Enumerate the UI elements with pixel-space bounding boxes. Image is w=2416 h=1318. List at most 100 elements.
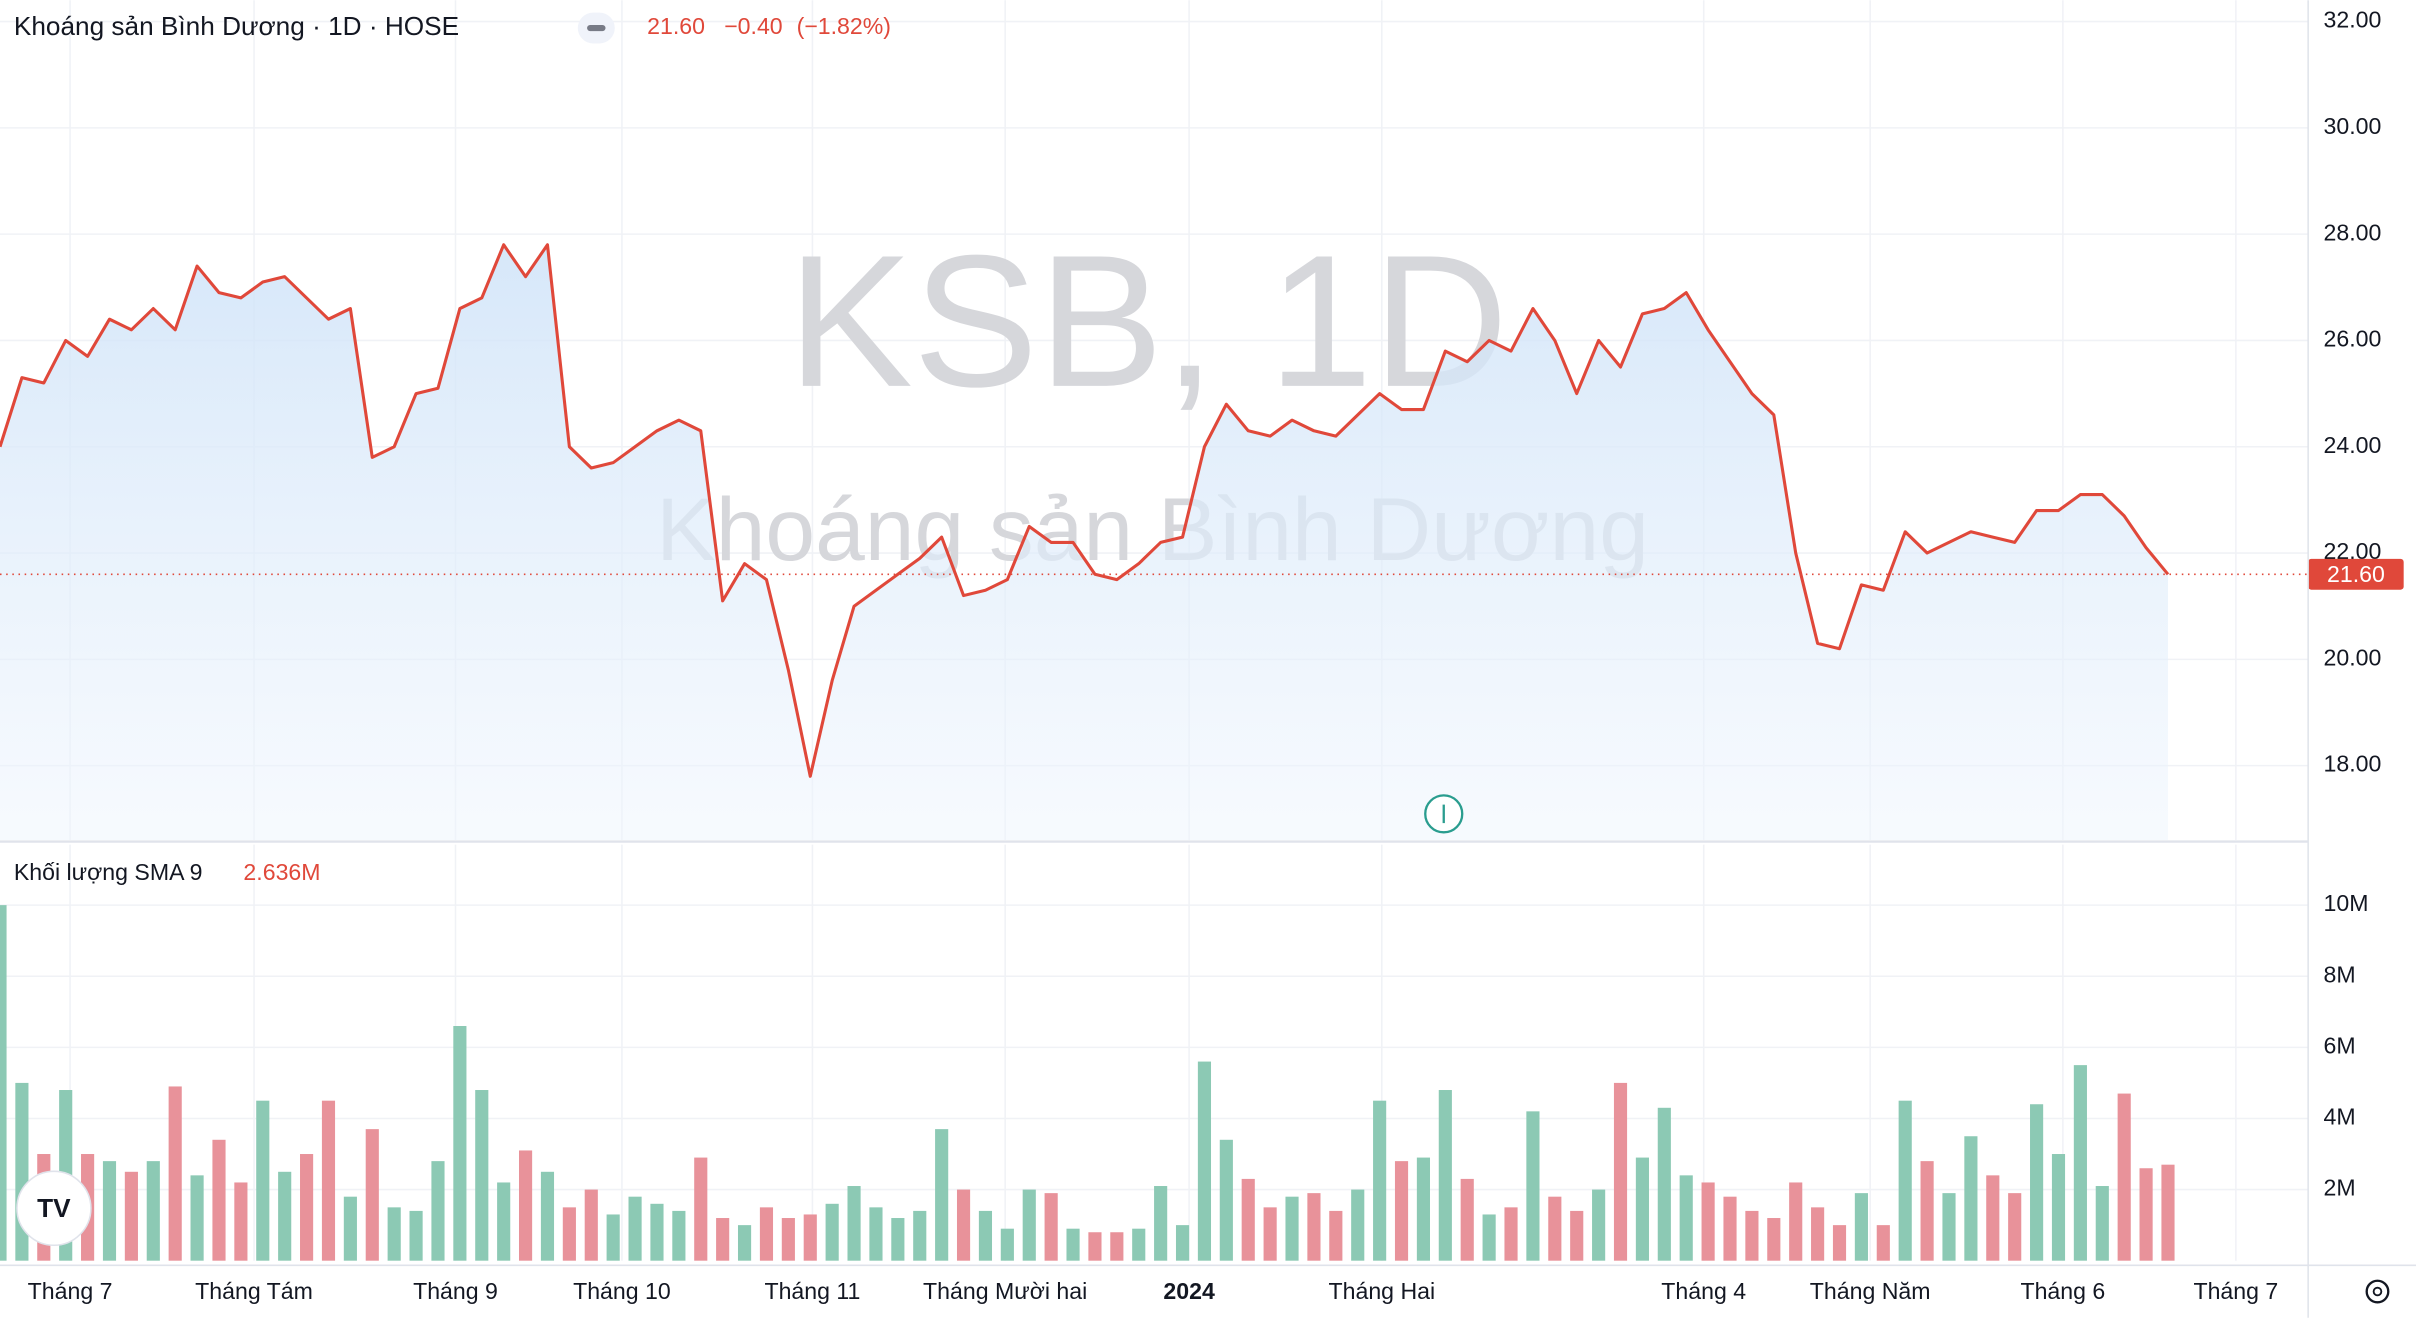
volume-bar (1241, 1178, 1255, 1261)
volume-bar (1613, 1082, 1628, 1261)
volume-bar (1526, 1111, 1540, 1261)
volume-bar (1110, 1232, 1124, 1261)
y-tick-label: 20.00 (2324, 644, 2382, 670)
volume-bar (1745, 1210, 1759, 1261)
volume-bar (1767, 1218, 1781, 1261)
volume-bar (1154, 1186, 1168, 1261)
volume-bar (1832, 1225, 1847, 1261)
last-price-label: 21.60 (2327, 561, 2385, 587)
volume-bar (1066, 1228, 1080, 1261)
y-tick-label: 4M (2324, 1104, 2356, 1130)
volume-bar (453, 1026, 467, 1261)
y-tick-label: 32.00 (2324, 7, 2382, 33)
volume-bar (256, 1100, 270, 1261)
x-tick-label: Tháng 4 (1661, 1278, 1746, 1304)
header-title: Khoáng sản Bình Dương · 1D · HOSE (14, 11, 459, 41)
volume-bar (978, 1210, 993, 1261)
volume-sma: 2.636M (243, 859, 320, 885)
volume-bar (913, 1210, 927, 1261)
volume-bar (759, 1207, 774, 1261)
y-tick-label: 2M (2324, 1175, 2356, 1201)
volume-bar (606, 1214, 620, 1261)
volume-bar (409, 1210, 423, 1261)
volume-bar (1329, 1210, 1343, 1261)
volume-bar (321, 1100, 336, 1261)
volume-bar (956, 1189, 971, 1261)
volume-bar (1351, 1189, 1365, 1261)
volume-bar (1876, 1225, 1890, 1261)
volume-bar (1548, 1196, 1562, 1261)
volume-bar (869, 1207, 883, 1261)
volume-bar (1964, 1136, 1978, 1261)
volume-bar (234, 1182, 248, 1261)
volume-bar (168, 1086, 182, 1261)
x-tick-label: Tháng Hai (1329, 1278, 1436, 1304)
volume-bar (1460, 1178, 1474, 1261)
x-tick-label: Tháng Năm (1810, 1278, 1931, 1304)
volume-bar (1394, 1161, 1409, 1261)
y-tick-label: 6M (2324, 1032, 2356, 1058)
x-tick-label: 2024 (1163, 1278, 1215, 1304)
settings-icon[interactable] (2365, 1279, 2390, 1304)
volume-bar (0, 905, 7, 1261)
volume-bar (716, 1218, 730, 1261)
volume-bar (694, 1157, 708, 1261)
plot: 21.60 (0, 243, 2404, 1261)
volume-bar (1000, 1228, 1014, 1261)
volume-bar (387, 1207, 401, 1261)
y-tick-label: 30.00 (2324, 113, 2382, 139)
y-tick-label: 8M (2324, 961, 2356, 987)
volume-bar (1504, 1207, 1518, 1261)
volume-bar (497, 1182, 511, 1261)
volume-bar (343, 1196, 357, 1261)
volume-bar (737, 1225, 752, 1261)
volume-bar (1438, 1090, 1452, 1261)
volume-bar (2117, 1093, 2131, 1261)
x-tick-label: Tháng 11 (764, 1278, 860, 1304)
volume-bar (562, 1207, 576, 1261)
volume-bar (1898, 1100, 1912, 1261)
x-tick-label: Tháng 10 (573, 1278, 671, 1304)
logo-mark: TV (37, 1193, 71, 1223)
volume-bar (781, 1218, 795, 1261)
volume-bar (1263, 1207, 1277, 1261)
volume-bar (1723, 1196, 1737, 1261)
volume-bar (1635, 1157, 1649, 1261)
y-tick-label: 10M (2324, 890, 2369, 916)
volume-bar (1920, 1161, 1934, 1261)
volume-bar (2073, 1065, 2087, 1261)
price-line (0, 243, 2170, 778)
volume-bar (1657, 1107, 1671, 1261)
header-change-pct: (−1.82%) (797, 13, 891, 39)
volume-bar (190, 1175, 204, 1261)
volume-bar (146, 1161, 160, 1261)
volume-bar (540, 1171, 555, 1261)
volume-bar (124, 1171, 138, 1261)
volume-bar (672, 1210, 686, 1261)
volume-bar (1307, 1193, 1321, 1261)
volume-bar (803, 1214, 817, 1261)
volume-bar (1854, 1193, 1868, 1261)
x-tick-label: Tháng 9 (413, 1278, 498, 1304)
logo[interactable] (16, 1170, 92, 1247)
volume-bar (2161, 1164, 2175, 1261)
collapse-icon (587, 24, 606, 32)
y-tick-label: 18.00 (2324, 751, 2382, 777)
y-tick-label: 28.00 (2324, 219, 2382, 245)
volume-bar (1701, 1182, 1715, 1261)
last-price-tag (2308, 558, 2404, 590)
volume-bar (2095, 1186, 2109, 1261)
volume-bar (431, 1161, 445, 1261)
volume-bar (1592, 1189, 1606, 1261)
volume-bar (891, 1218, 905, 1261)
volume-bar (1416, 1157, 1430, 1261)
volume-bar (935, 1129, 949, 1261)
volume-bar (212, 1139, 226, 1261)
volume-bar (1088, 1232, 1102, 1261)
volume-bar (1044, 1193, 1058, 1261)
volume-bar (628, 1196, 642, 1261)
volume-bar (1285, 1196, 1299, 1261)
volume-bar (584, 1189, 598, 1261)
x-tick-label: Tháng 7 (2193, 1278, 2278, 1304)
